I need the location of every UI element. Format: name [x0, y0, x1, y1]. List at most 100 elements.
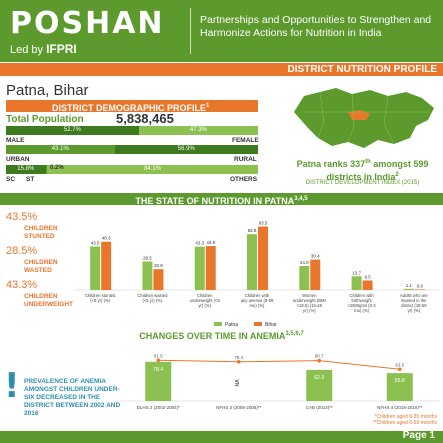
legend-swatch-patna [214, 322, 222, 326]
wasted-pct: 28.5% [6, 245, 38, 257]
category-label-4: underweight (BMI [293, 298, 326, 303]
rural-label: RURAL [234, 156, 257, 163]
bar-label-patna-2: 43.3 [195, 241, 204, 246]
demographic-profile-title: DISTRICT DEMOGRAPHIC PROFILE1 [6, 100, 258, 113]
anemia-category-1: NFHS 3 (2005-2006)** [216, 405, 262, 410]
tagline: Partnerships and Opportunities to Streng… [200, 14, 432, 39]
total-population-value: 5,838,465 [116, 111, 174, 126]
anemia-bar-2 [306, 369, 333, 401]
bar-label-bihar-2: 43.9 [206, 240, 215, 245]
bar-patna-5 [351, 276, 362, 290]
district-nutrition-profile-title: DISTRICT NUTRITION PROFILE [287, 64, 437, 75]
bar-label-patna-3: 55.8 [248, 228, 257, 233]
bar-patna-4 [299, 266, 310, 290]
category-label-1: (<5 yr) (%) [142, 298, 162, 303]
poshan-logo: POSHAN [10, 6, 165, 41]
legend-label-bihar: Bihar [265, 322, 277, 328]
district-rank: Patna ranks 337th amongst 599 districts … [296, 159, 429, 182]
bar-label-patna-5: 13.7 [352, 270, 361, 275]
anemia-line-point-1 [236, 360, 241, 364]
anemia-bar-label-2: 62.3 [314, 375, 324, 381]
category-label-5: birthweight [351, 298, 372, 303]
anemia-title: CHANGES OVER TIME IN ANEMIA3,5,6,7 [139, 331, 304, 341]
anemia-category-0: DLHS 2 (2002-2004)* [137, 405, 181, 410]
anemia-trend-line [158, 359, 400, 370]
category-label-0: (<5 yr) (%) [90, 298, 110, 303]
led-by-ifpri: Led by IFPRI [10, 42, 77, 56]
category-label-3: Children with [245, 293, 270, 298]
stunted-label: CHILDREN STUNTED [24, 225, 58, 240]
bar-label-bihar-3: 63.5 [259, 221, 268, 226]
bar-label-patna-0: 43.5 [91, 241, 100, 246]
st-segment [45, 165, 48, 174]
bar-label-bihar-5: 9.5 [364, 275, 371, 280]
chart-notes: *Children aged 6-35 months **Children ag… [373, 414, 437, 426]
anemia-category-3: NFHS 4 (2015-2016)** [377, 405, 423, 410]
bar-bihar-2 [205, 246, 216, 290]
bar-bihar-4 [310, 259, 321, 290]
anemia-line-label-2: 80.7 [315, 354, 324, 359]
bar-bihar-3 [258, 226, 268, 290]
anemia-bar-3 [386, 373, 413, 401]
category-label-6: Adults who are [400, 293, 428, 298]
bar-patna-2 [194, 246, 205, 290]
underweight-pct: 43.3% [6, 279, 38, 291]
category-label-5: <2500gms (0-2 [347, 303, 376, 308]
bar-bihar-6 [414, 289, 425, 290]
header-divider [190, 8, 191, 54]
bihar-map [290, 82, 438, 152]
category-label-3: any anemia (6-59 [241, 298, 274, 303]
category-label-1: Children wasted [137, 293, 168, 298]
bar-patna-1 [142, 261, 153, 290]
category-label-6: district (18-59 [401, 303, 427, 308]
footer-band [0, 431, 443, 443]
legend-label-patna: Patna [225, 322, 238, 328]
bar-label-bihar-0: 48.3 [102, 236, 111, 241]
category-label-6: yr) (%) [408, 308, 421, 313]
anemia-category-2: CAB (2014)** [306, 405, 333, 410]
urban-rural-bar: 43.1% 56.9% [6, 145, 258, 154]
bar-patna-0 [90, 246, 101, 290]
category-label-4: Women [302, 293, 317, 298]
category-label-4: <18.5) (15-49 [297, 303, 323, 308]
bar-bihar-5 [362, 280, 373, 290]
category-label-5: mo) (%) [354, 308, 369, 313]
rural-segment: 56.9% [114, 145, 258, 154]
bar-bihar-1 [153, 269, 164, 290]
bar-label-bihar-1: 20.8 [154, 263, 163, 268]
category-label-2: underweight (<5 [190, 298, 221, 303]
underweight-label: CHILDREN UNDERWEIGHT [24, 293, 73, 308]
male-segment: 52.7% [6, 126, 139, 135]
bar-patna-3 [247, 234, 257, 290]
bar-bihar-0 [101, 241, 112, 290]
wasted-label: CHILDREN WASTED [24, 259, 58, 274]
gender-bar: 52.7% 47.3% [6, 126, 258, 135]
sc-segment: 15.8% [6, 165, 46, 174]
district-name: Patna, Bihar [6, 82, 89, 99]
bar-label-bihar-6: 0.6 [417, 283, 424, 288]
others-segment: 84.1% [47, 165, 259, 174]
anemia-line-point-3 [397, 367, 402, 372]
ddi-label: DISTRICT DEVELOPMENT INDEX (2015) [305, 180, 420, 186]
note-1: *Children aged 6-35 months [374, 414, 437, 420]
bar-patna-6 [403, 288, 414, 290]
anemia-bar-0 [145, 361, 172, 401]
caste-bar: 15.8% 84.1% [6, 165, 259, 174]
anemia-line-label-1: 78.4 [234, 355, 243, 360]
state-of-nutrition-band: THE STATE OF NUTRITION IN PATNA3,4,5 [0, 193, 443, 206]
category-label-2: yr) (%) [198, 303, 211, 308]
ifpri-logo: IFPRI [46, 42, 77, 56]
anemia-line-point-2 [317, 358, 322, 363]
category-label-5: Children with [349, 293, 374, 298]
female-label: FEMALE [232, 137, 259, 144]
category-label-2: Children [197, 293, 213, 298]
sc-label: SC [6, 176, 16, 183]
category-label-6: stunted in the [401, 298, 427, 303]
anemia-bar-label-1: NA [235, 379, 241, 387]
orange-band [0, 63, 443, 76]
male-label: MALE [6, 137, 25, 144]
anemia-bar-label-3: 55.8 [395, 378, 405, 384]
header-band [0, 0, 443, 62]
anemia-line-label-3: 63.5 [395, 362, 404, 367]
